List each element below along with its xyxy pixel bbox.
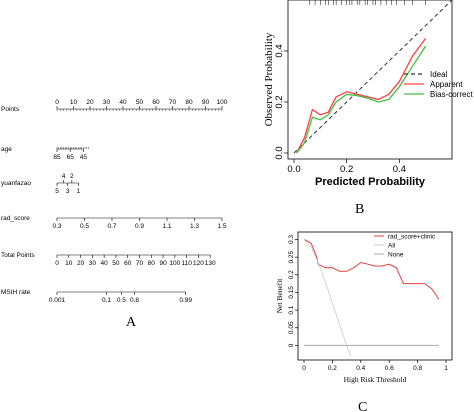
scale-tick-label: 60: [124, 260, 132, 267]
legend-label: Apparent: [430, 80, 463, 89]
row-label: Points: [1, 106, 20, 113]
x-tick-label: 1: [444, 365, 448, 372]
y-axis-title: Observed Probability: [263, 32, 275, 126]
scale-tick-label: 0.9: [135, 223, 144, 230]
scale-tick-label: 90: [159, 260, 167, 267]
x-axis-title: Predicted Probability: [315, 176, 426, 188]
scale-tick-label: 2: [70, 173, 74, 180]
scale-tick-label: 0.1: [102, 297, 111, 304]
scale-tick-label: 0.5: [80, 223, 89, 230]
x-tick-label: 0.2: [340, 164, 353, 175]
legend-label: rad_score+clinic: [388, 234, 436, 241]
scale-tick-label: 45: [80, 154, 88, 161]
series-line-bias-correct: [296, 45, 427, 154]
scale-tick-label: 5: [55, 188, 59, 195]
scale-tick-label: 100: [217, 99, 228, 106]
plot-frame: [297, 231, 453, 361]
scale-tick-label: 70: [136, 260, 144, 267]
row-label: yuanfazao: [1, 180, 31, 187]
series-line-all: [303, 239, 352, 357]
y-tick-label: 0.4: [274, 44, 285, 57]
scale-tick-label: 1: [77, 188, 81, 195]
x-tick-label: 0.8: [413, 365, 422, 372]
scale-tick-label: 110: [181, 260, 192, 267]
row-label: Total Points: [1, 252, 35, 259]
x-tick-label: 0.2: [328, 365, 337, 372]
scale-tick-label: 30: [89, 260, 97, 267]
y-axis-title: Net Benefit: [275, 278, 284, 314]
panel-label-a: A: [126, 315, 137, 330]
x-tick-label: 0.6: [385, 365, 394, 372]
scale-tick-label: 100: [169, 260, 180, 267]
legend-label: None: [388, 252, 404, 259]
scale-tick-label: 0.001: [49, 297, 66, 304]
scale-tick-label: 90: [202, 99, 210, 106]
y-tick-label: 0.0: [274, 146, 285, 159]
x-tick-label: 0.0: [287, 164, 300, 175]
scale-tick-label: 1.5: [217, 223, 226, 230]
scale-tick-label: 10: [65, 260, 73, 267]
scale-tick-label: 30: [103, 99, 111, 106]
scale-tick-label: 0.5: [117, 297, 126, 304]
scale-tick-label: 0: [55, 260, 59, 267]
scale-tick-label: 50: [112, 260, 120, 267]
scale-tick-label: 40: [101, 260, 109, 267]
scale-tick-label: 40: [119, 99, 127, 106]
row-label: rad_score: [1, 215, 30, 222]
panel-label-b: B: [355, 202, 364, 217]
scale-tick-label: 50: [136, 99, 144, 106]
series-line-rad-score-clinic: [303, 239, 440, 300]
x-tick-label: 0: [302, 365, 306, 372]
scale-tick-label: 65: [67, 154, 75, 161]
x-tick-label: 0.4: [356, 365, 365, 372]
scale-tick-label: 3: [66, 188, 70, 195]
scale-tick-label: 80: [185, 99, 193, 106]
row-label: age: [1, 146, 12, 153]
series-line-apparent: [296, 37, 427, 154]
scale-tick-label: 10: [70, 99, 78, 106]
scale-tick-label: 130: [205, 260, 216, 267]
decision-curve-panel: 0 0.2 0.4 0.6 0.8 1 0 0.05 0.1 0.15 0.2 0.25 0.3 High…: [275, 231, 453, 384]
scale-tick-label: 20: [77, 260, 85, 267]
scale-tick-label: 120: [193, 260, 204, 267]
x-tick-label: 0.4: [393, 164, 406, 175]
scale-tick-label: 4: [62, 173, 66, 180]
scale-tick-label: 0.99: [179, 297, 192, 304]
x-axis-title: High Risk Threshold: [344, 375, 407, 384]
y-tick-label: 0.1: [288, 305, 295, 314]
scale-tick-label: 0.7: [107, 223, 116, 230]
y-tick-label: 0.2: [288, 270, 295, 279]
scale-tick-label: 85: [53, 154, 61, 161]
legend-label: All: [388, 243, 396, 250]
y-tick-label: 0.05: [288, 321, 295, 334]
nomogram-panel: Points age yuanfazao rad_score Total Points M…: [1, 99, 228, 304]
series-line-ideal: [293, 0, 453, 154]
y-tick-label: 0.25: [288, 250, 295, 263]
scale-tick-label: 0.3: [52, 223, 61, 230]
scale-tick-label: 1.1: [162, 223, 171, 230]
scale-tick-label: 0: [55, 99, 59, 106]
legend-label: Ideal: [430, 70, 448, 79]
scale-tick-label: 1.3: [190, 223, 199, 230]
row-label: MSIH rate: [1, 289, 31, 296]
y-tick-label: 0: [288, 343, 295, 347]
scale-tick-label: 70: [169, 99, 177, 106]
y-tick-label: 0.15: [288, 286, 295, 299]
scale-tick-label: 20: [86, 99, 94, 106]
panel-label-c: C: [358, 400, 367, 412]
plot-frame: [287, 0, 453, 160]
scale-tick-label: 80: [148, 260, 156, 267]
scale-tick-label: 60: [152, 99, 160, 106]
y-tick-label: 0.3: [288, 235, 295, 244]
legend-label: Bias-correct: [430, 90, 473, 99]
scale-tick-label: 0.8: [130, 297, 139, 304]
y-tick-label: 0.2: [274, 95, 285, 108]
